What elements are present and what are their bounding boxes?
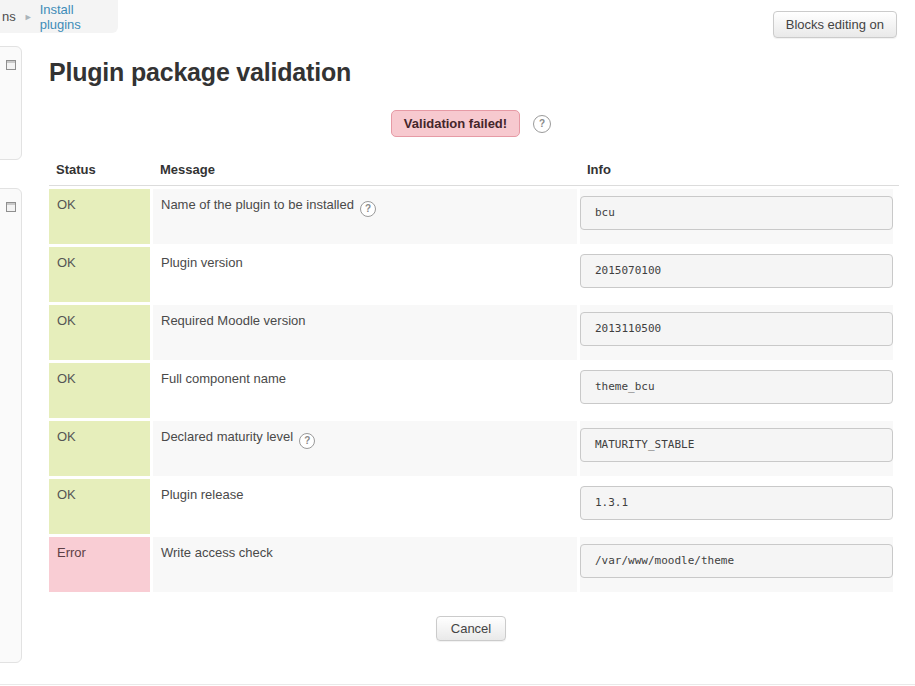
message-text: Full component name <box>161 371 286 386</box>
info-cell: bcu <box>580 189 893 244</box>
dock-block-icon[interactable] <box>6 202 16 212</box>
message-cell: Write access check <box>153 537 577 592</box>
footer-divider <box>0 684 915 685</box>
info-cell: 2015070100 <box>580 247 893 302</box>
breadcrumb-truncated-text: ns <box>2 9 16 24</box>
dock-block-icon[interactable] <box>6 60 16 70</box>
validation-result-row: Validation failed! ? <box>49 110 893 137</box>
table-row: OK Plugin version 2015070100 <box>49 247 893 302</box>
form-actions: Cancel <box>49 616 893 641</box>
message-text: Required Moodle version <box>161 313 306 328</box>
breadcrumb-link-install-plugins[interactable]: Install plugins <box>40 2 118 32</box>
validation-failed-badge: Validation failed! <box>391 110 520 137</box>
plugin-validation-page: ns ► Install plugins Blocks editing on P… <box>0 0 915 686</box>
message-cell: Plugin version <box>153 247 577 302</box>
table-row: Error Write access check/var/www/moodle/t… <box>49 537 893 592</box>
info-cell: 1.3.1 <box>580 479 893 534</box>
message-text: Plugin release <box>161 487 243 502</box>
status-cell: OK <box>49 189 150 244</box>
message-cell: Full component name <box>153 363 577 418</box>
column-header-message: Message <box>153 159 577 185</box>
column-header-info: Info <box>580 159 893 185</box>
table-row: OKName of the plugin to be installed?bcu <box>49 189 893 244</box>
cancel-button[interactable]: Cancel <box>436 616 506 641</box>
status-cell: OK <box>49 305 150 360</box>
sidebar-block-fragment-1 <box>0 46 22 160</box>
message-text: Declared maturity level <box>161 429 293 444</box>
info-cell: theme_bcu <box>580 363 893 418</box>
info-value: 1.3.1 <box>580 486 893 520</box>
status-cell: OK <box>49 247 150 302</box>
sidebar-block-fragment-2 <box>0 188 22 663</box>
info-value: /var/www/moodle/theme <box>580 544 893 578</box>
info-value: bcu <box>580 196 893 230</box>
info-cell: /var/www/moodle/theme <box>580 537 893 592</box>
table-row: OK Plugin release 1.3.1 <box>49 479 893 534</box>
info-cell: 2013110500 <box>580 305 893 360</box>
message-cell: Required Moodle version <box>153 305 577 360</box>
validation-table-body: OKName of the plugin to be installed?bcu… <box>49 189 893 595</box>
help-icon[interactable]: ? <box>360 201 376 217</box>
message-text: Write access check <box>161 545 273 560</box>
column-header-status: Status <box>49 159 150 185</box>
status-cell: OK <box>49 479 150 534</box>
table-row: OK Full component name theme_bcu <box>49 363 893 418</box>
help-icon[interactable]: ? <box>299 433 315 449</box>
message-cell: Declared maturity level? <box>153 421 577 476</box>
breadcrumb: ns ► Install plugins <box>0 0 118 33</box>
info-value: MATURITY_STABLE <box>580 428 893 462</box>
status-cell: OK <box>49 363 150 418</box>
status-cell: Error <box>49 537 150 592</box>
validation-table-header: Status Message Info <box>49 159 899 186</box>
message-text: Plugin version <box>161 255 243 270</box>
info-value: 2013110500 <box>580 312 893 346</box>
page-title: Plugin package validation <box>49 58 351 87</box>
breadcrumb-separator-icon: ► <box>24 12 33 22</box>
blocks-editing-on-button[interactable]: Blocks editing on <box>773 11 897 38</box>
info-cell: MATURITY_STABLE <box>580 421 893 476</box>
message-cell: Plugin release <box>153 479 577 534</box>
status-cell: OK <box>49 421 150 476</box>
message-text: Name of the plugin to be installed <box>161 197 354 212</box>
info-value: theme_bcu <box>580 370 893 404</box>
help-icon[interactable]: ? <box>533 115 551 133</box>
info-value: 2015070100 <box>580 254 893 288</box>
message-cell: Name of the plugin to be installed? <box>153 189 577 244</box>
table-row: OKDeclared maturity level?MATURITY_STABL… <box>49 421 893 476</box>
table-row: OK Required Moodle version 2013110500 <box>49 305 893 360</box>
